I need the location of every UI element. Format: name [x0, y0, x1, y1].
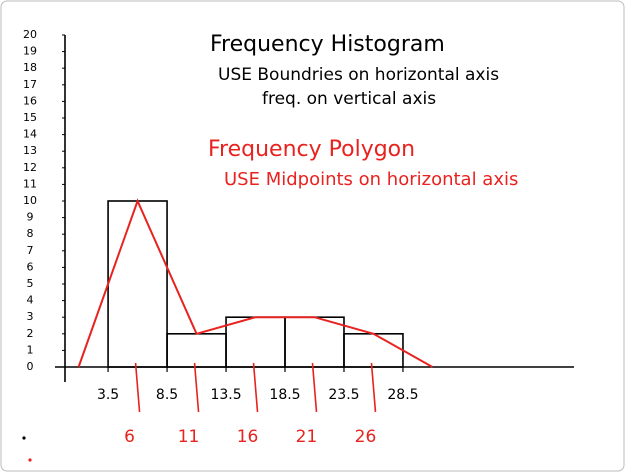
y-tick-label: 1: [27, 343, 34, 356]
dot: [28, 458, 32, 462]
x-tick-label: 18.5: [269, 387, 300, 403]
y-tick-label: 17: [23, 78, 37, 91]
y-tick-label: 5: [27, 277, 34, 290]
y-tick-label: 14: [23, 128, 37, 141]
midpoint-label: 16: [237, 427, 259, 447]
polygon-title: Frequency Polygon: [208, 137, 415, 162]
y-tick-label: 6: [27, 260, 34, 273]
midpoint-label: 11: [178, 427, 200, 447]
midpoint-tick: [134, 362, 141, 413]
x-tick-label: 13.5: [210, 387, 241, 403]
y-tick-label: 19: [23, 45, 37, 58]
midpoint-tick: [252, 362, 259, 413]
y-tick-label: 0: [27, 360, 34, 373]
midpoint-tick: [193, 362, 200, 413]
y-tick-label: 16: [23, 94, 37, 107]
midpoint-label: 26: [355, 427, 377, 447]
annotation: freq. on vertical axis: [262, 89, 436, 109]
y-tick-label: 12: [23, 161, 37, 174]
y-tick-label: 13: [23, 144, 37, 157]
y-tick-label: 18: [23, 61, 37, 74]
x-tick-label: 8.5: [156, 387, 178, 403]
midpoint-label: 21: [296, 427, 318, 447]
y-tick-label: 8: [27, 227, 34, 240]
y-tick-label: 20: [23, 28, 37, 41]
midpoint-tick: [370, 362, 377, 413]
polygon-subtitle: USE Midpoints on horizontal axis: [224, 169, 518, 190]
x-tick-label: 28.5: [387, 387, 418, 403]
x-tick-label: 23.5: [328, 387, 359, 403]
y-tick-label: 3: [27, 310, 34, 323]
y-tick-label: 2: [27, 327, 34, 340]
midpoint-label: 6: [124, 427, 135, 447]
midpoint-tick: [311, 362, 318, 413]
x-tick-label: 3.5: [97, 387, 119, 403]
y-tick-label: 9: [27, 211, 34, 224]
y-tick-label: 15: [23, 111, 37, 124]
dot: [22, 436, 26, 440]
y-tick-label: 10: [23, 194, 37, 207]
y-tick-label: 11: [23, 177, 37, 190]
annotation: USE Boundries on horizontal axis: [218, 65, 499, 85]
chart-title: Frequency Histogram: [210, 32, 445, 57]
frequency-polygon: [77, 198, 433, 368]
y-tick-label: 4: [27, 294, 34, 307]
y-tick-label: 7: [27, 244, 34, 257]
